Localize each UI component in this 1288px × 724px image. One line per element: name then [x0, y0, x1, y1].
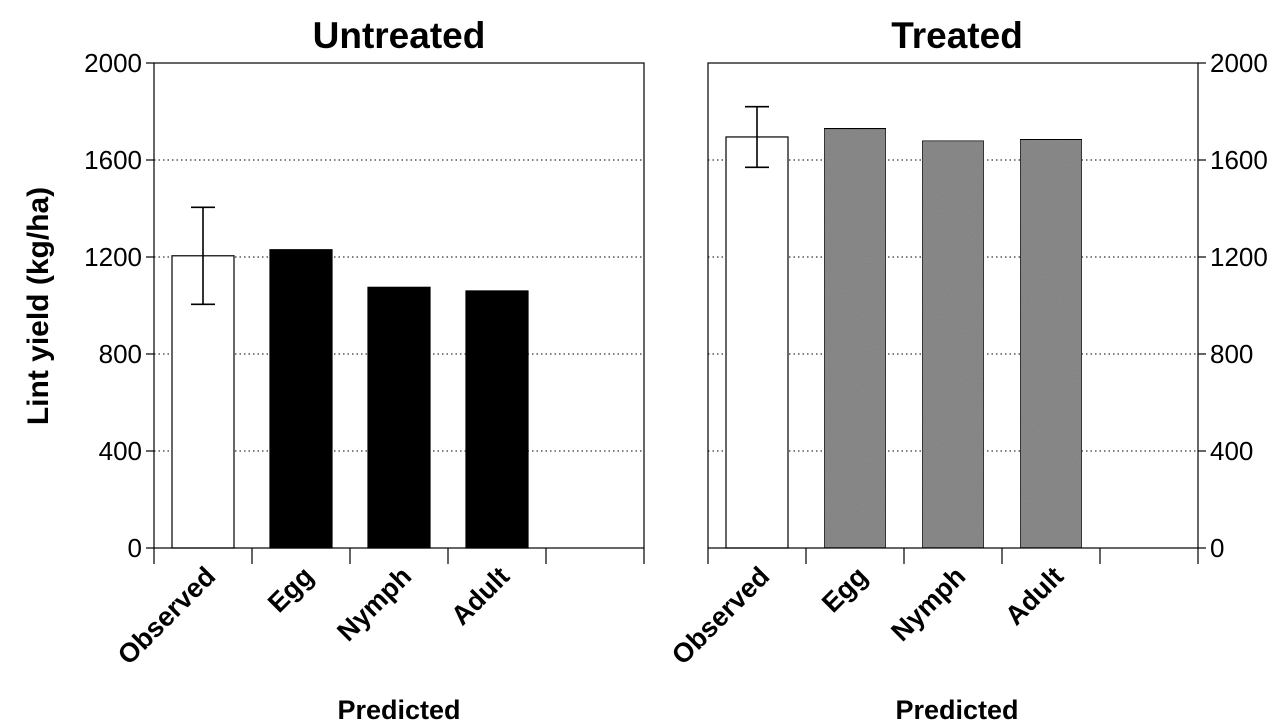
bar-nymph [367, 286, 431, 549]
bar-observed [725, 136, 789, 549]
bar-egg [823, 127, 887, 549]
y-axis-label: Lint yield (kg/ha) [22, 187, 55, 425]
category-label: Nymph [885, 561, 971, 647]
category-label: Egg [262, 561, 319, 618]
y-tick-label: 400 [99, 436, 142, 466]
y-tick-label: 800 [1210, 339, 1253, 369]
plot-frame [707, 62, 1199, 549]
y-tick-label: 2000 [1210, 48, 1268, 78]
panel-title: Untreated [313, 15, 486, 56]
category-label: Egg [816, 561, 873, 618]
y-tick-label: 400 [1210, 436, 1253, 466]
bar-adult [465, 290, 529, 549]
category-label: Nymph [331, 561, 417, 647]
x-axis-label: Predicted [337, 695, 460, 724]
bar-egg [269, 249, 333, 549]
panel-title: Treated [891, 15, 1023, 56]
y-tick-label: 0 [1210, 533, 1224, 563]
y-tick-label: 0 [128, 533, 142, 563]
y-tick-label: 1200 [84, 242, 142, 272]
panel-treated: Treated Predicted 0 400 800 1200 1600 2000 Obs… [666, 15, 1268, 724]
category-label: Observed [112, 561, 221, 670]
plot-frame [153, 62, 645, 549]
y-tick-label: 1200 [1210, 242, 1268, 272]
category-label: Adult [445, 561, 515, 631]
category-label: Adult [999, 561, 1069, 631]
bar-nymph [921, 140, 985, 549]
category-label: Observed [666, 561, 775, 670]
bar-adult [1019, 138, 1083, 549]
y-tick-label: 1600 [1210, 145, 1268, 175]
x-axis-label: Predicted [895, 695, 1018, 724]
panel-untreated: Untreated Predicted 0 400 800 1200 1600 2000 O… [84, 15, 645, 724]
y-tick-label: 2000 [84, 48, 142, 78]
y-tick-label: 800 [99, 339, 142, 369]
y-tick-label: 1600 [84, 145, 142, 175]
